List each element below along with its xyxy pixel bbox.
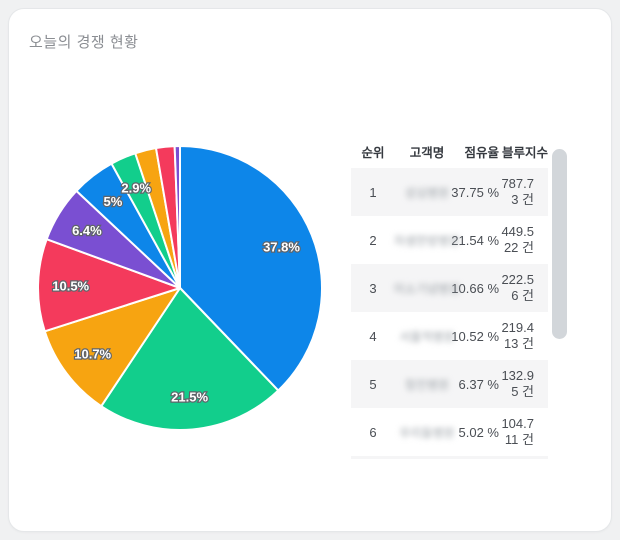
- cell-blue-index: 787.7 3 건: [501, 176, 548, 208]
- pie-slice-label: 37.8%: [263, 240, 300, 255]
- cell-customer-name: 우리들병원: [395, 424, 459, 441]
- cell-share: 21.54 %: [451, 232, 499, 248]
- cell-share: 6.37 %: [458, 376, 499, 392]
- pie-slice-4[interactable]: [37, 238, 181, 333]
- pie-slice-3[interactable]: [43, 287, 181, 408]
- scrollbar-thumb[interactable]: [552, 149, 567, 339]
- blue-index-value: 132.9: [501, 368, 534, 383]
- table-row[interactable]: 5 청진병원 6.37 % 132.9 5 건: [351, 360, 548, 408]
- competition-table: 순위 고객명 점유율 블루지수 1 성심병원 37.75 % 787.7 3 건 2 자생한…: [351, 134, 548, 459]
- customer-name-blurred: 서울적병원: [399, 329, 455, 344]
- cell-share: 10.52 %: [451, 328, 499, 344]
- cell-blue-index: 222.5 6 건: [501, 272, 548, 304]
- table-row[interactable]: 4 서울적병원 10.52 % 219.4 13 건: [351, 312, 548, 360]
- customer-name-blurred: 미소기념병원: [393, 281, 461, 296]
- cell-blue-index: 132.9 5 건: [501, 368, 548, 400]
- pie-slice-label: 10.7%: [74, 346, 111, 361]
- col-header-share: 점유율: [464, 145, 499, 160]
- pie-slice-label: 2.9%: [121, 180, 151, 195]
- table-scrollbar[interactable]: [552, 141, 567, 463]
- blue-index-count: 11 건: [504, 432, 534, 447]
- col-header-blue-index: 블루지수: [501, 145, 548, 160]
- blue-index-value: 449.5: [501, 224, 534, 239]
- card-title: 오늘의 경쟁 현황: [29, 34, 139, 51]
- pie-slice-label: 10.5%: [52, 278, 89, 293]
- pie-slice-label: 6.4%: [72, 223, 102, 238]
- blue-index-count: 13 건: [503, 336, 534, 351]
- cell-rank: 3: [369, 280, 377, 296]
- blue-index-value: 219.4: [501, 320, 534, 335]
- blue-index-value: 104.7: [501, 416, 534, 431]
- col-header-rank: 순위: [361, 145, 385, 160]
- cell-customer-name: 자생한방병원: [393, 232, 461, 249]
- cell-blue-index: 104.7 11 건: [501, 416, 548, 448]
- pie-slice-label: 21.5%: [171, 389, 208, 404]
- blue-index-count: 5 건: [511, 384, 534, 399]
- cell-rank: 2: [369, 232, 377, 248]
- customer-name-blurred: 자생한방병원: [393, 233, 461, 248]
- cell-customer-name: 미소기념병원: [393, 280, 461, 297]
- cell-customer-name: 성심병원: [395, 184, 459, 201]
- cell-rank: 6: [369, 424, 377, 440]
- cell-share: 5.02 %: [458, 424, 499, 440]
- customer-name-blurred: 우리들병원: [399, 425, 455, 440]
- cell-rank: 1: [369, 184, 377, 200]
- competition-status-card: 오늘의 경쟁 현황 37.8% 21.5% 10.7% 10.5% 6.4% 5% 2.9%…: [8, 8, 612, 532]
- cell-blue-index: 449.5 22 건: [501, 224, 548, 256]
- blue-index-value: 222.5: [501, 272, 534, 287]
- cell-rank: 4: [369, 328, 377, 344]
- table-header: 순위 고객명 점유율 블루지수: [351, 134, 548, 168]
- blue-index-count: 6 건: [511, 288, 534, 303]
- cell-rank: 5: [369, 376, 377, 392]
- table-row[interactable]: 2 자생한방병원 21.54 % 449.5 22 건: [351, 216, 548, 264]
- table-row-partial: [351, 456, 548, 459]
- cell-customer-name: 서울적병원: [395, 328, 459, 345]
- customer-name-blurred: 성심병원: [404, 185, 450, 200]
- table-body: 1 성심병원 37.75 % 787.7 3 건 2 자생한방병원 21.54 % 449.5 2…: [351, 168, 548, 456]
- table-row[interactable]: 3 미소기념병원 10.66 % 222.5 6 건: [351, 264, 548, 312]
- table-row[interactable]: 1 성심병원 37.75 % 787.7 3 건: [351, 168, 548, 216]
- cell-share: 10.66 %: [451, 280, 499, 296]
- cell-customer-name: 청진병원: [395, 376, 459, 393]
- pie-slice-1[interactable]: [179, 145, 323, 392]
- pie-slice-10[interactable]: [173, 144, 181, 289]
- col-header-customer: 고객명: [409, 145, 445, 160]
- pie-chart: 37.8% 21.5% 10.7% 10.5% 6.4% 5% 2.9%: [36, 144, 324, 432]
- cell-share: 37.75 %: [451, 184, 499, 200]
- pie-chart-svg: 37.8% 21.5% 10.7% 10.5% 6.4%5%2.9%: [37, 144, 323, 431]
- blue-index-value: 787.7: [501, 176, 534, 191]
- pie-slice-label: 5%: [104, 194, 123, 209]
- cell-blue-index: 219.4 13 건: [501, 320, 548, 352]
- pie-slice-2[interactable]: [100, 287, 280, 431]
- blue-index-count: 3 건: [511, 192, 534, 207]
- table-row[interactable]: 6 우리들병원 5.02 % 104.7 11 건: [351, 408, 548, 456]
- blue-index-count: 22 건: [503, 240, 534, 255]
- customer-name-blurred: 청진병원: [404, 377, 450, 392]
